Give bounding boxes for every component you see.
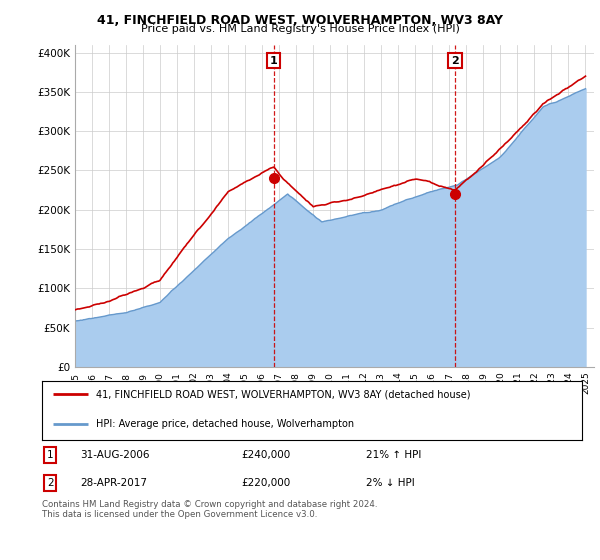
Text: Price paid vs. HM Land Registry's House Price Index (HPI): Price paid vs. HM Land Registry's House … (140, 24, 460, 34)
Text: HPI: Average price, detached house, Wolverhampton: HPI: Average price, detached house, Wolv… (96, 419, 354, 429)
Text: Contains HM Land Registry data © Crown copyright and database right 2024.
This d: Contains HM Land Registry data © Crown c… (42, 500, 377, 519)
Text: £220,000: £220,000 (242, 478, 291, 488)
Text: 31-AUG-2006: 31-AUG-2006 (80, 450, 149, 460)
Text: £240,000: £240,000 (242, 450, 291, 460)
Text: 2% ↓ HPI: 2% ↓ HPI (366, 478, 415, 488)
Text: 41, FINCHFIELD ROAD WEST, WOLVERHAMPTON, WV3 8AY (detached house): 41, FINCHFIELD ROAD WEST, WOLVERHAMPTON,… (96, 389, 470, 399)
Text: 21% ↑ HPI: 21% ↑ HPI (366, 450, 421, 460)
Text: 2: 2 (451, 55, 459, 66)
Text: 41, FINCHFIELD ROAD WEST, WOLVERHAMPTON, WV3 8AY: 41, FINCHFIELD ROAD WEST, WOLVERHAMPTON,… (97, 14, 503, 27)
Text: 28-APR-2017: 28-APR-2017 (80, 478, 147, 488)
Text: 1: 1 (47, 450, 53, 460)
Text: 2: 2 (47, 478, 53, 488)
Text: 1: 1 (270, 55, 277, 66)
